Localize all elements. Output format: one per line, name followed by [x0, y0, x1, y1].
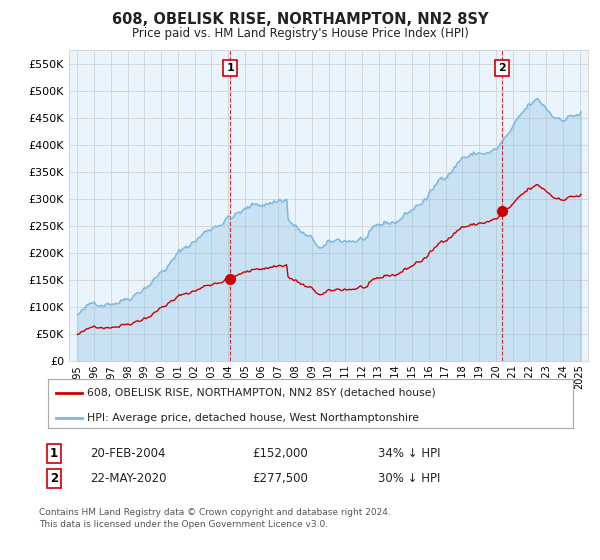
Text: Price paid vs. HM Land Registry's House Price Index (HPI): Price paid vs. HM Land Registry's House … [131, 27, 469, 40]
Text: 1: 1 [226, 63, 234, 73]
Text: 608, OBELISK RISE, NORTHAMPTON, NN2 8SY (detached house): 608, OBELISK RISE, NORTHAMPTON, NN2 8SY … [88, 388, 436, 398]
Text: Contains HM Land Registry data © Crown copyright and database right 2024.
This d: Contains HM Land Registry data © Crown c… [39, 508, 391, 529]
Text: 1: 1 [50, 447, 58, 460]
Text: 2: 2 [499, 63, 506, 73]
Text: £277,500: £277,500 [252, 472, 308, 486]
Text: £152,000: £152,000 [252, 447, 308, 460]
Text: 2: 2 [50, 472, 58, 486]
Text: HPI: Average price, detached house, West Northamptonshire: HPI: Average price, detached house, West… [88, 413, 419, 423]
Text: 30% ↓ HPI: 30% ↓ HPI [378, 472, 440, 486]
Text: 20-FEB-2004: 20-FEB-2004 [90, 447, 166, 460]
Text: 22-MAY-2020: 22-MAY-2020 [90, 472, 167, 486]
Text: 608, OBELISK RISE, NORTHAMPTON, NN2 8SY: 608, OBELISK RISE, NORTHAMPTON, NN2 8SY [112, 12, 488, 27]
Text: 34% ↓ HPI: 34% ↓ HPI [378, 447, 440, 460]
